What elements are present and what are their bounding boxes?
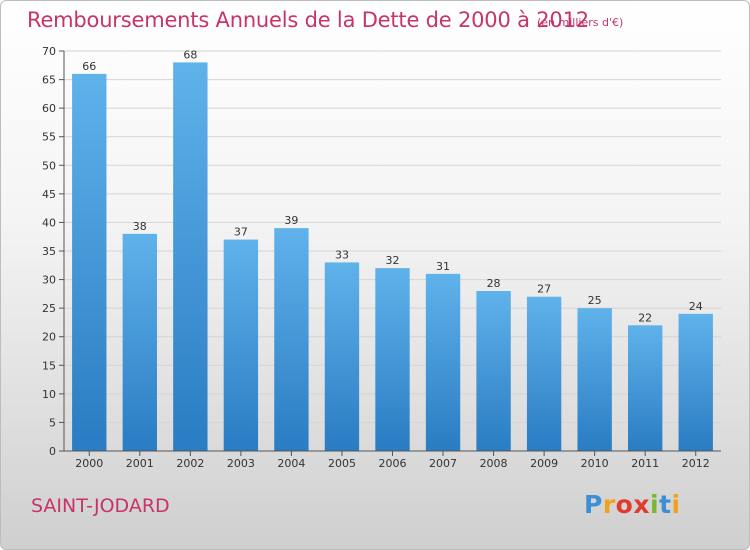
x-tick-label: 2005: [328, 457, 356, 470]
logo-letter: i: [650, 490, 660, 519]
data-label: 68: [183, 48, 197, 61]
x-tick-label: 2006: [379, 457, 407, 470]
data-label: 37: [234, 226, 248, 239]
logo-letter: x: [633, 490, 650, 519]
x-tick-label: 2011: [631, 457, 659, 470]
data-label: 39: [284, 214, 298, 227]
commune-name: SAINT-JODARD: [31, 495, 170, 517]
bar: [375, 268, 410, 451]
data-label: 24: [689, 300, 703, 313]
data-label: 28: [487, 277, 501, 290]
y-tick-label: 45: [42, 188, 56, 201]
x-tick-label: 2002: [176, 457, 204, 470]
y-tick-label: 10: [42, 388, 56, 401]
y-tick-label: 55: [42, 131, 56, 144]
logo-letter: o: [615, 490, 634, 519]
bar: [324, 262, 360, 451]
proxiti-logo: Proxiti: [584, 490, 681, 519]
bar: [526, 296, 562, 451]
x-tick-label: 2007: [429, 457, 457, 470]
y-tick-label: 40: [42, 216, 56, 229]
x-tick-label: 2010: [581, 457, 609, 470]
y-tick-label: 15: [42, 359, 56, 372]
y-tick-label: 5: [49, 416, 56, 429]
logo-letter: i: [671, 490, 681, 519]
data-label: 33: [335, 248, 349, 261]
data-label: 22: [638, 311, 652, 324]
x-tick-label: 2004: [277, 457, 305, 470]
y-tick-label: 25: [42, 302, 56, 315]
y-tick-label: 0: [49, 445, 56, 458]
bar: [577, 308, 612, 451]
y-tick-label: 30: [42, 274, 56, 287]
bar: [274, 228, 309, 451]
y-tick-label: 65: [42, 74, 56, 87]
bar: [173, 62, 208, 452]
y-tick-label: 35: [42, 245, 56, 258]
bar: [122, 233, 157, 451]
bar: [72, 73, 107, 451]
data-label: 66: [82, 60, 96, 73]
y-tick-label: 60: [42, 102, 56, 115]
x-tick-label: 2003: [227, 457, 255, 470]
x-tick-label: 2012: [682, 457, 710, 470]
logo-letter: r: [602, 490, 616, 519]
bar: [223, 239, 259, 451]
chart-subtitle: (en milliers d'€): [537, 16, 624, 29]
x-tick-label: 2001: [126, 457, 154, 470]
bar: [678, 313, 713, 451]
logo-letter: P: [584, 490, 603, 519]
logo-letter: t: [659, 490, 672, 519]
chart-title: Remboursements Annuels de la Dette de 20…: [27, 8, 589, 32]
x-tick-label: 2008: [480, 457, 508, 470]
y-tick-label: 50: [42, 159, 56, 172]
data-label: 27: [537, 283, 551, 296]
data-label: 38: [133, 220, 147, 233]
bar: [628, 325, 663, 451]
y-tick-label: 70: [42, 45, 56, 58]
data-label: 25: [588, 294, 602, 307]
bar: [476, 291, 511, 451]
bar: [425, 273, 461, 451]
data-label: 31: [436, 260, 450, 273]
x-tick-label: 2000: [75, 457, 103, 470]
y-tick-label: 20: [42, 331, 56, 344]
x-tick-label: 2009: [530, 457, 558, 470]
data-label: 32: [386, 254, 400, 267]
